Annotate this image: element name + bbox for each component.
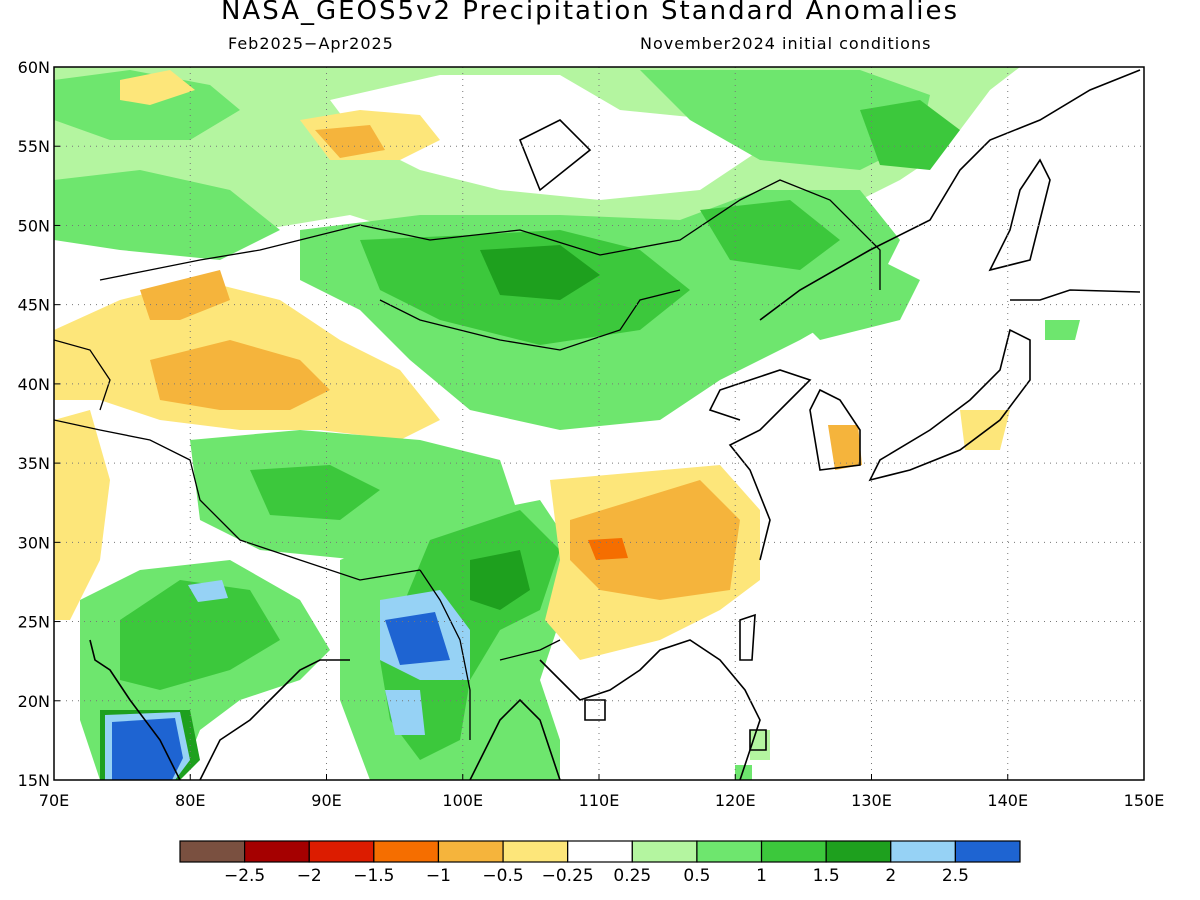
colorbar-swatch bbox=[696, 840, 763, 863]
anomaly-region bbox=[250, 465, 380, 520]
anomaly-region bbox=[570, 480, 740, 600]
colorbar-label: 1 bbox=[756, 866, 767, 886]
colorbar-swatch bbox=[760, 840, 827, 863]
period-subtitle: Feb2025−Apr2025 bbox=[228, 34, 394, 53]
latitude-labels: 15N 20N 25N 30N 35N 40N 45N 50N 55N 60N bbox=[18, 58, 50, 790]
anomaly-region bbox=[315, 125, 385, 158]
colorbar: −2.5 −2 −1.5 −1 −0.5 −0.25 0.25 0.5 1 1.5 2 2.5 bbox=[179, 840, 1021, 886]
anomaly-region bbox=[588, 538, 628, 560]
lon-tick-label: 130E bbox=[851, 791, 892, 810]
anomaly-region bbox=[800, 260, 920, 340]
colorbar-swatch bbox=[825, 840, 892, 863]
colorbar-swatch bbox=[244, 840, 310, 863]
colorbar-swatch bbox=[308, 840, 375, 863]
colorbar-swatch bbox=[437, 840, 504, 863]
colorbar-label: −2 bbox=[297, 866, 322, 886]
lon-tick-label: 140E bbox=[987, 791, 1028, 810]
colorbar-label: 0.25 bbox=[613, 866, 651, 886]
colorbar-swatch bbox=[179, 840, 246, 863]
lon-tick-label: 90E bbox=[311, 791, 341, 810]
lat-tick-label: 20N bbox=[18, 692, 50, 711]
anomaly-region bbox=[480, 245, 600, 300]
lat-tick-label: 45N bbox=[18, 296, 50, 315]
lon-tick-label: 70E bbox=[39, 791, 69, 810]
coastlines bbox=[89, 69, 1141, 780]
lat-tick-label: 35N bbox=[18, 454, 50, 473]
lat-tick-label: 30N bbox=[18, 533, 50, 552]
colorbar-swatch bbox=[954, 840, 1021, 863]
anomaly-region bbox=[188, 580, 228, 602]
anomaly-region bbox=[112, 718, 183, 780]
colorbar-swatch bbox=[373, 840, 440, 863]
lat-tick-label: 60N bbox=[18, 58, 50, 77]
lat-tick-label: 50N bbox=[18, 216, 50, 235]
anomaly-region bbox=[120, 580, 280, 690]
colorbar-label: −1 bbox=[426, 866, 451, 886]
anomaly-region bbox=[750, 730, 770, 760]
anomaly-region bbox=[735, 765, 752, 780]
colorbar-label: 2 bbox=[885, 866, 896, 886]
map-frame bbox=[53, 66, 1145, 781]
lat-tick-label: 55N bbox=[18, 137, 50, 156]
colorbar-label: −0.25 bbox=[542, 866, 594, 886]
lon-tick-label: 100E bbox=[442, 791, 483, 810]
lon-tick-label: 120E bbox=[715, 791, 756, 810]
colorbar-swatch bbox=[567, 840, 633, 863]
colorbar-label: 0.5 bbox=[683, 866, 710, 886]
colorbar-label: 1.5 bbox=[813, 866, 840, 886]
colorbar-label: −2.5 bbox=[224, 866, 265, 886]
colorbar-swatch bbox=[502, 840, 569, 863]
anomaly-region bbox=[54, 70, 240, 140]
anomaly-field bbox=[54, 67, 1080, 780]
anomaly-region bbox=[54, 410, 110, 620]
country-borders bbox=[54, 179, 881, 740]
anomaly-region bbox=[860, 100, 960, 170]
lon-tick-label: 110E bbox=[579, 791, 620, 810]
anomaly-region bbox=[470, 550, 530, 610]
colorbar-swatch bbox=[890, 840, 956, 863]
chart-title: NASA_GEOS5v2 Precipitation Standard Anom… bbox=[220, 0, 960, 26]
anomaly-region bbox=[640, 70, 930, 170]
anomaly-region bbox=[140, 270, 230, 320]
lat-tick-label: 25N bbox=[18, 613, 50, 632]
lon-tick-label: 150E bbox=[1124, 791, 1165, 810]
lat-tick-label: 40N bbox=[18, 375, 50, 394]
initial-conditions-subtitle: November2024 initial conditions bbox=[640, 34, 932, 53]
colorbar-label: 2.5 bbox=[942, 866, 969, 886]
anomaly-region bbox=[330, 75, 760, 200]
lat-tick-label: 15N bbox=[18, 771, 50, 790]
anomaly-region bbox=[120, 70, 195, 105]
colorbar-label: −0.5 bbox=[482, 866, 523, 886]
anomaly-region bbox=[150, 340, 330, 410]
colorbar-swatch bbox=[631, 840, 698, 863]
colorbar-label: −1.5 bbox=[353, 866, 394, 886]
anomaly-region bbox=[54, 170, 280, 260]
anomaly-region bbox=[828, 425, 862, 470]
longitude-labels: 70E 80E 90E 100E 110E 120E 130E 140E 150E bbox=[39, 791, 1165, 810]
lon-tick-label: 80E bbox=[175, 791, 205, 810]
anomaly-region bbox=[1045, 320, 1080, 340]
anomaly-region bbox=[385, 612, 450, 665]
